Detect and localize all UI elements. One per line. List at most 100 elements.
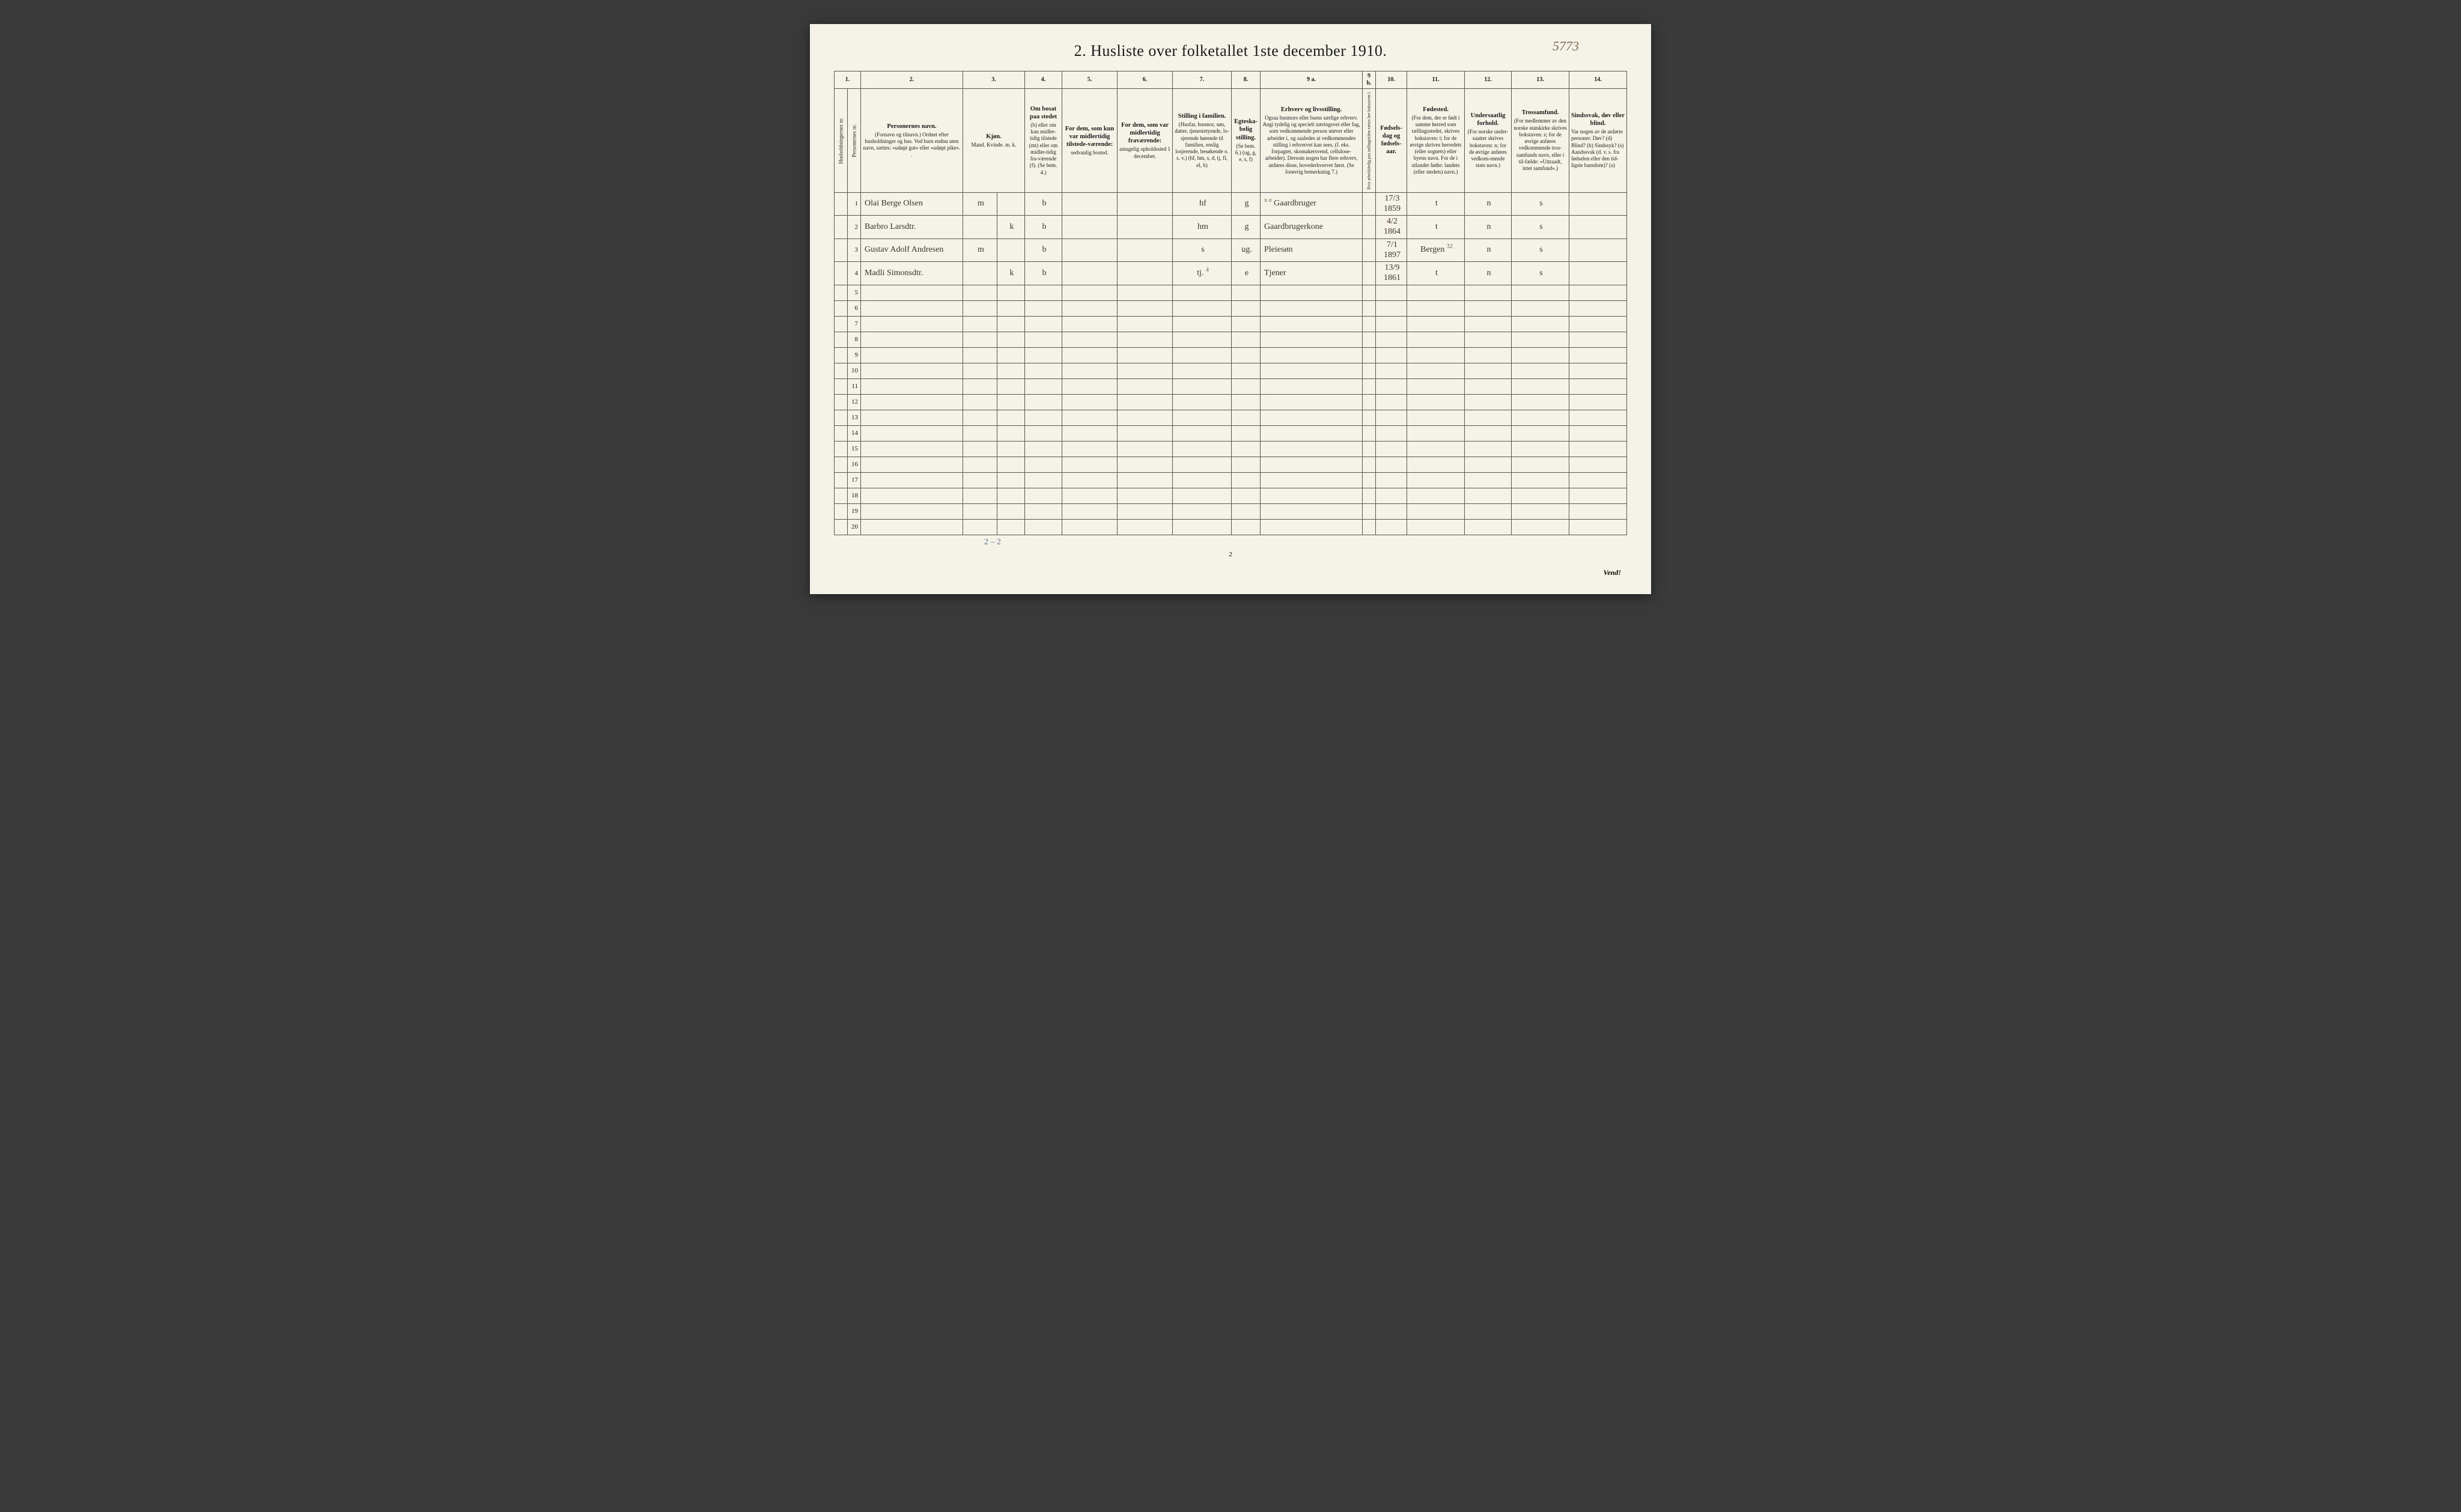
empty-cell xyxy=(1173,348,1232,363)
empty-cell xyxy=(1062,395,1118,410)
empty-cell xyxy=(1407,332,1465,348)
sex-k-cell: k xyxy=(997,216,1024,239)
empty-cell xyxy=(1363,395,1376,410)
person-nr-cell: 10 xyxy=(848,363,861,379)
empty-cell xyxy=(997,317,1024,332)
empty-cell xyxy=(997,457,1024,473)
temp-absent-cell xyxy=(1118,216,1173,239)
empty-cell xyxy=(997,442,1024,457)
person-nr-cell: 2 xyxy=(848,216,861,239)
religion-cell: s xyxy=(1512,262,1569,285)
empty-cell xyxy=(861,520,963,535)
header-nationality-main: Undersaatlig forhold. xyxy=(1467,112,1509,127)
empty-cell xyxy=(1569,348,1627,363)
person-nr-cell: 8 xyxy=(848,332,861,348)
empty-cell xyxy=(963,301,997,317)
household-nr-cell xyxy=(835,317,848,332)
occupation-cell: x o Gaardbruger xyxy=(1261,192,1363,216)
empty-cell xyxy=(1232,442,1261,457)
header-detail-row: Husholdningernes nr. Personernes nr. Per… xyxy=(835,89,1627,193)
footer-page-number: 2 xyxy=(834,551,1627,558)
name-cell: Gustav Adolf Andresen xyxy=(861,238,963,262)
empty-cell xyxy=(1025,332,1062,348)
header-temp-present-sub: sedvanlig bosted. xyxy=(1071,150,1109,156)
person-nr-cell: 17 xyxy=(848,473,861,488)
empty-cell xyxy=(1025,457,1062,473)
empty-cell xyxy=(1025,488,1062,504)
empty-cell xyxy=(1465,488,1512,504)
table-row-blank: 14 xyxy=(835,426,1627,442)
household-nr-cell xyxy=(835,488,848,504)
header-name-sub: (Fornavn og tilnavn.) Ordnet efter husho… xyxy=(863,132,961,158)
table-row-blank: 17 xyxy=(835,473,1627,488)
empty-cell xyxy=(1569,395,1627,410)
temp-absent-cell xyxy=(1118,192,1173,216)
household-nr-cell xyxy=(835,442,848,457)
empty-cell xyxy=(861,426,963,442)
empty-cell xyxy=(1173,332,1232,348)
empty-cell xyxy=(1363,442,1376,457)
empty-cell xyxy=(1363,363,1376,379)
header-name-main: Personernes navn. xyxy=(863,123,961,130)
empty-cell xyxy=(1118,395,1173,410)
empty-cell xyxy=(1062,426,1118,442)
table-row: 3Gustav Adolf Andresenmbsug.Pleiesøn7/1 … xyxy=(835,238,1627,262)
household-nr-cell xyxy=(835,216,848,239)
person-nr-cell: 15 xyxy=(848,442,861,457)
empty-cell xyxy=(1062,520,1118,535)
header-residence: Om bosat paa stedet (b) eller om kun mid… xyxy=(1025,89,1062,193)
marital-cell: g xyxy=(1232,192,1261,216)
empty-cell xyxy=(861,379,963,395)
empty-cell xyxy=(1363,488,1376,504)
empty-cell xyxy=(963,504,997,520)
nationality-cell: n xyxy=(1465,262,1512,285)
header-nationality: Undersaatlig forhold. (For norske under-… xyxy=(1465,89,1512,193)
household-nr-cell xyxy=(835,192,848,216)
empty-cell xyxy=(1407,520,1465,535)
colnum-14: 14. xyxy=(1569,71,1627,89)
empty-cell xyxy=(861,504,963,520)
religion-cell: s xyxy=(1512,192,1569,216)
empty-cell xyxy=(1363,520,1376,535)
handwritten-page-number: 5773 xyxy=(1553,38,1579,54)
colnum-12: 12. xyxy=(1465,71,1512,89)
person-nr-cell: 13 xyxy=(848,410,861,426)
empty-cell xyxy=(1062,285,1118,301)
empty-cell xyxy=(1465,442,1512,457)
empty-cell xyxy=(1512,379,1569,395)
empty-cell xyxy=(1173,457,1232,473)
sex-k-cell xyxy=(997,192,1024,216)
empty-cell xyxy=(861,473,963,488)
empty-cell xyxy=(1376,348,1407,363)
empty-cell xyxy=(1512,348,1569,363)
empty-cell xyxy=(1025,520,1062,535)
unemployed-cell xyxy=(1363,216,1376,239)
header-marital: Egteska-belig stilling. (Se bem. 6.) (ug… xyxy=(1232,89,1261,193)
table-row-blank: 19 xyxy=(835,504,1627,520)
empty-cell xyxy=(1512,301,1569,317)
empty-cell xyxy=(1376,285,1407,301)
nationality-cell: n xyxy=(1465,238,1512,262)
empty-cell xyxy=(1376,442,1407,457)
empty-cell xyxy=(1363,332,1376,348)
empty-cell xyxy=(1569,488,1627,504)
empty-cell xyxy=(997,504,1024,520)
empty-cell xyxy=(1261,379,1363,395)
header-sex: Kjøn. Mand. Kvinde. m. k. xyxy=(963,89,1025,193)
empty-cell xyxy=(1025,442,1062,457)
empty-cell xyxy=(1173,442,1232,457)
colnum-5: 5. xyxy=(1062,71,1118,89)
person-nr-cell: 16 xyxy=(848,457,861,473)
unemployed-cell xyxy=(1363,238,1376,262)
person-nr-cell: 19 xyxy=(848,504,861,520)
household-nr-cell xyxy=(835,520,848,535)
nationality-cell: n xyxy=(1465,192,1512,216)
empty-cell xyxy=(1261,442,1363,457)
empty-cell xyxy=(1407,442,1465,457)
household-nr-cell xyxy=(835,285,848,301)
colnum-2: 2. xyxy=(861,71,963,89)
empty-cell xyxy=(1465,473,1512,488)
empty-cell xyxy=(1569,410,1627,426)
empty-cell xyxy=(997,301,1024,317)
empty-cell xyxy=(1376,473,1407,488)
